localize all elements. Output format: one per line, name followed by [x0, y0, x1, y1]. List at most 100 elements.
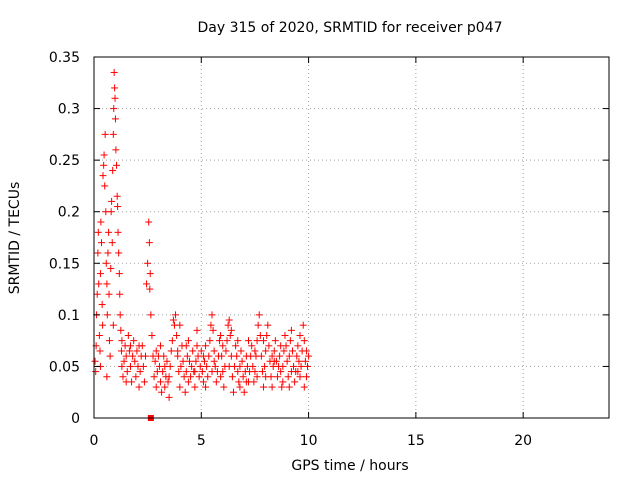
data-point [283, 357, 291, 365]
data-point [225, 362, 233, 370]
data-point [144, 259, 152, 267]
y-axis-ticks: 0 0.05 0.1 0.15 0.2 0.25 0.3 0.35 [49, 50, 609, 427]
data-point [202, 383, 210, 391]
data-point [210, 347, 218, 355]
data-point [234, 368, 242, 376]
data-point [225, 316, 233, 324]
data-point [167, 347, 175, 355]
data-point [236, 383, 244, 391]
x-tick-label: 20 [514, 433, 532, 449]
data-point [175, 368, 183, 376]
data-point [199, 378, 207, 386]
data-point [224, 321, 232, 329]
data-point [101, 182, 109, 190]
data-point [99, 172, 107, 180]
x-tick-label: 15 [407, 433, 425, 449]
data-point [151, 357, 159, 365]
data-point [165, 373, 173, 381]
data-point [287, 326, 295, 334]
data-point [192, 357, 200, 365]
x-axis-ticks: 0 5 10 15 20 [90, 57, 532, 449]
data-point [219, 368, 227, 376]
data-point [168, 337, 176, 345]
data-point [101, 130, 109, 138]
data-point [97, 218, 105, 226]
data-point [108, 239, 116, 247]
data-point [301, 357, 309, 365]
data-point [212, 378, 220, 386]
data-point [297, 362, 305, 370]
data-point [207, 321, 215, 329]
data-point [302, 347, 310, 355]
data-point [105, 228, 113, 236]
data-point [135, 383, 143, 391]
data-point [287, 368, 295, 376]
data-point [273, 373, 281, 381]
data-point [304, 362, 312, 370]
data-point [217, 331, 225, 339]
data-point [185, 357, 193, 365]
data-point [260, 383, 268, 391]
data-point [182, 368, 190, 376]
data-point [258, 368, 266, 376]
data-point [118, 362, 126, 370]
data-point [253, 337, 261, 345]
data-point [232, 342, 240, 350]
data-point [245, 337, 252, 345]
grid-lines [94, 57, 609, 418]
data-point [109, 166, 117, 174]
data-point [299, 321, 307, 329]
x-axis-label: GPS time / hours [291, 458, 408, 474]
data-point [276, 352, 284, 360]
plot-frame [93, 56, 610, 419]
data-point [293, 352, 301, 360]
data-point [203, 362, 211, 370]
data-point [196, 362, 204, 370]
data-point [119, 373, 127, 381]
data-point [103, 311, 111, 319]
data-point [189, 347, 197, 355]
data-point [286, 337, 294, 345]
data-point [147, 311, 155, 319]
data-point [217, 373, 225, 381]
data-point [305, 352, 313, 360]
data-point [300, 337, 308, 345]
data-point [172, 311, 180, 319]
data-point [250, 378, 258, 386]
data-point [191, 383, 199, 391]
data-point [183, 352, 191, 360]
data-point [111, 94, 119, 102]
data-point [193, 326, 201, 334]
data-point [115, 270, 123, 278]
data-point [210, 357, 218, 365]
data-point [277, 368, 285, 376]
data-point [110, 105, 118, 113]
data-point [198, 368, 206, 376]
data-point [116, 311, 124, 319]
data-point [240, 388, 248, 396]
data-point [163, 357, 171, 365]
data-point [132, 373, 140, 381]
data-point [103, 373, 111, 381]
data-point [187, 373, 195, 381]
data-point [263, 331, 271, 339]
data-point [302, 373, 310, 381]
data-point [114, 228, 122, 236]
data-point [262, 347, 270, 355]
data-point [216, 337, 224, 345]
data-point [279, 378, 287, 386]
data-point [98, 239, 106, 247]
data-point [204, 373, 212, 381]
data-point [126, 342, 134, 350]
data-point [124, 331, 132, 339]
data-point [288, 347, 296, 355]
data-point [220, 383, 228, 391]
data-point [277, 342, 285, 350]
data-point [206, 337, 214, 345]
data-point [229, 388, 237, 396]
data-point [209, 326, 217, 334]
data-point [95, 331, 103, 339]
data-point [279, 362, 287, 370]
data-point [254, 321, 262, 329]
data-point [193, 342, 201, 350]
